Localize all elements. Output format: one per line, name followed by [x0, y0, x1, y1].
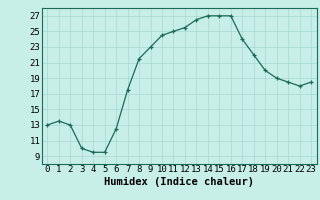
X-axis label: Humidex (Indice chaleur): Humidex (Indice chaleur) — [104, 177, 254, 187]
